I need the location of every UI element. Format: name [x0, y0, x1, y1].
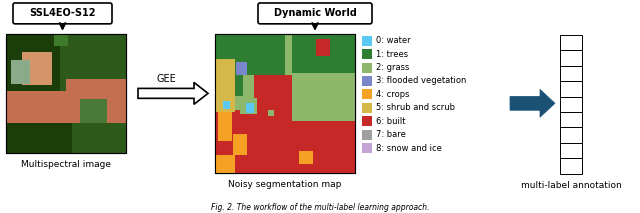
Bar: [254, 75, 355, 173]
Text: Fig. 2. The workflow of the multi-label learning approach.: Fig. 2. The workflow of the multi-label …: [211, 203, 429, 212]
Bar: [223, 101, 230, 109]
Bar: [362, 63, 372, 72]
Text: 3: flooded vegetation: 3: flooded vegetation: [376, 76, 467, 85]
Bar: [240, 98, 257, 114]
Bar: [54, 34, 68, 46]
Bar: [215, 84, 232, 112]
Bar: [215, 34, 355, 173]
Bar: [6, 34, 126, 153]
Bar: [560, 143, 582, 158]
Bar: [560, 35, 582, 50]
Polygon shape: [510, 89, 555, 117]
Bar: [560, 127, 582, 143]
Text: Noisy segmentation map: Noisy segmentation map: [228, 180, 342, 189]
Bar: [246, 103, 254, 113]
Bar: [236, 124, 261, 155]
Bar: [22, 52, 52, 85]
Bar: [6, 123, 72, 153]
Bar: [560, 81, 582, 96]
Bar: [6, 34, 126, 153]
Bar: [66, 79, 126, 123]
Bar: [316, 39, 330, 56]
Bar: [560, 112, 582, 127]
Bar: [233, 134, 247, 155]
Bar: [299, 151, 313, 164]
Bar: [236, 62, 247, 75]
Bar: [362, 130, 372, 140]
Bar: [6, 34, 60, 99]
Bar: [362, 143, 372, 153]
Bar: [215, 110, 257, 173]
Text: 1: 1: [568, 99, 574, 109]
Text: 8: snow and ice: 8: snow and ice: [376, 144, 442, 153]
Bar: [560, 96, 582, 112]
FancyBboxPatch shape: [258, 3, 372, 24]
Bar: [362, 103, 372, 113]
Bar: [81, 99, 107, 123]
Text: SSL4EO-S12: SSL4EO-S12: [29, 8, 96, 18]
Text: 5: shrub and scrub: 5: shrub and scrub: [376, 103, 455, 112]
Bar: [362, 36, 372, 46]
Bar: [268, 110, 274, 116]
Bar: [218, 110, 232, 141]
Bar: [292, 34, 355, 73]
Bar: [560, 66, 582, 81]
Bar: [6, 34, 126, 153]
Bar: [215, 34, 285, 75]
Text: 1: 1: [568, 53, 574, 63]
Bar: [362, 116, 372, 126]
Text: 1: 1: [568, 115, 574, 125]
Text: 1: 1: [568, 130, 574, 140]
Text: GEE: GEE: [156, 75, 176, 85]
Text: Multispectral image: Multispectral image: [21, 160, 111, 169]
Bar: [560, 158, 582, 174]
Text: 1: 1: [568, 37, 574, 47]
Bar: [6, 34, 15, 52]
Bar: [292, 73, 355, 121]
Text: 2: grass: 2: grass: [376, 63, 410, 72]
Text: 1: 1: [568, 68, 574, 78]
Bar: [292, 120, 355, 173]
Bar: [215, 34, 355, 173]
Text: Dynamic World: Dynamic World: [273, 8, 356, 18]
Bar: [362, 89, 372, 99]
Bar: [215, 155, 235, 173]
Text: 0: water: 0: water: [376, 36, 411, 45]
Bar: [560, 50, 582, 66]
Text: 1: 1: [568, 146, 574, 156]
Bar: [215, 59, 232, 84]
Bar: [6, 91, 66, 123]
FancyBboxPatch shape: [13, 3, 112, 24]
Text: 4: crops: 4: crops: [376, 90, 410, 99]
Bar: [11, 60, 30, 84]
Bar: [60, 34, 126, 79]
Bar: [362, 49, 372, 59]
Text: 7: bare: 7: bare: [376, 130, 406, 139]
Polygon shape: [138, 82, 208, 104]
Bar: [215, 59, 235, 112]
Bar: [222, 75, 243, 96]
Text: 1: 1: [568, 84, 574, 94]
Bar: [362, 76, 372, 86]
Text: multi-label annotation: multi-label annotation: [520, 181, 621, 190]
Text: 1: trees: 1: trees: [376, 50, 408, 59]
Bar: [72, 123, 126, 153]
Text: 0: 0: [568, 161, 574, 171]
Text: 6: built: 6: built: [376, 117, 406, 126]
